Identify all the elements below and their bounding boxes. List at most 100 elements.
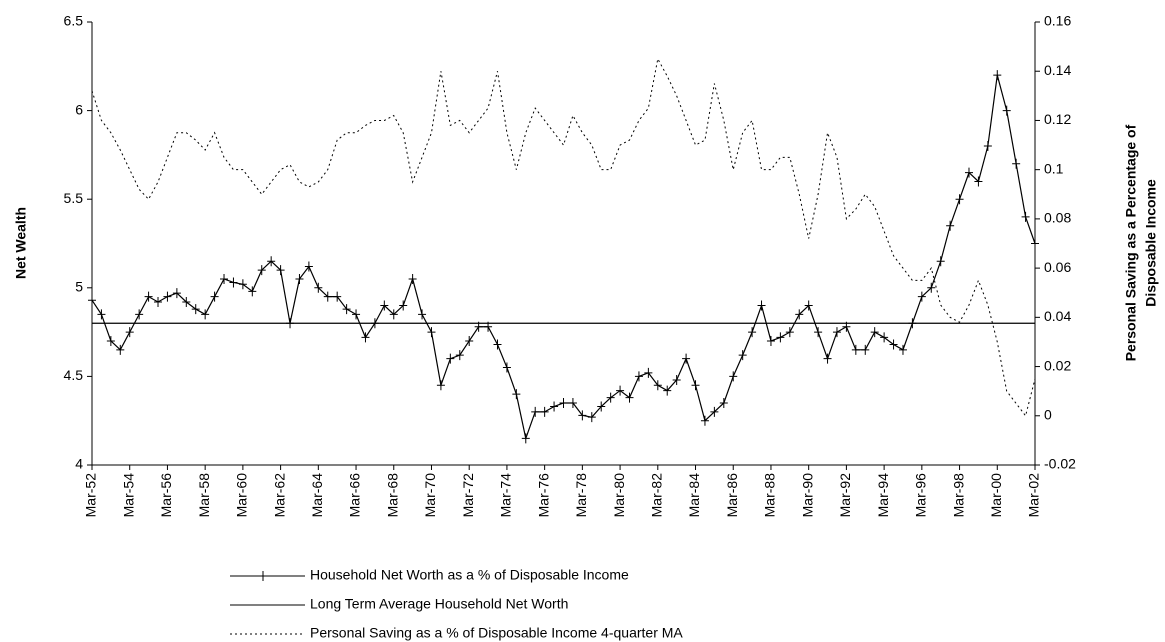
marker xyxy=(502,362,511,373)
marker xyxy=(1031,238,1039,249)
marker xyxy=(144,291,153,302)
marker xyxy=(493,339,502,350)
x-tick-label: Mar-66 xyxy=(347,473,363,518)
marker xyxy=(418,309,427,320)
y-axis-title: Net Wealth xyxy=(13,207,29,279)
marker xyxy=(616,385,625,396)
x-tick-label: Mar-84 xyxy=(686,473,702,518)
marker xyxy=(550,401,559,412)
marker xyxy=(229,277,238,288)
marker xyxy=(691,380,700,391)
y2-tick-label: 0.06 xyxy=(1044,259,1071,275)
y2-axis-title: Personal Saving as a Percentage of xyxy=(1123,124,1139,361)
marker xyxy=(323,291,332,302)
marker xyxy=(625,392,634,403)
marker xyxy=(710,406,719,417)
x-tick-label: Mar-68 xyxy=(384,473,400,518)
marker xyxy=(927,282,936,293)
y-tick-label: 6.5 xyxy=(64,13,84,29)
y-tick-label: 5 xyxy=(75,279,83,295)
marker xyxy=(540,406,549,417)
marker xyxy=(983,141,992,152)
marker xyxy=(408,273,417,284)
marker xyxy=(333,291,342,302)
marker xyxy=(946,220,955,231)
x-tick-label: Mar-86 xyxy=(724,473,740,518)
marker xyxy=(304,261,313,272)
x-tick-label: Mar-52 xyxy=(83,473,99,518)
marker xyxy=(257,265,266,276)
marker xyxy=(220,273,229,284)
x-tick-label: Mar-56 xyxy=(158,473,174,518)
marker xyxy=(210,291,219,302)
marker xyxy=(823,353,832,364)
y2-axis-title: Disposable Income xyxy=(1143,179,1159,307)
marker xyxy=(851,344,860,355)
marker xyxy=(163,291,172,302)
y2-tick-label: 0.14 xyxy=(1044,62,1071,78)
marker xyxy=(295,273,304,284)
marker xyxy=(125,327,134,338)
x-tick-label: Mar-82 xyxy=(649,473,665,518)
x-tick-label: Mar-90 xyxy=(799,473,815,518)
x-tick-label: Mar-98 xyxy=(950,473,966,518)
marker xyxy=(738,350,747,361)
marker xyxy=(97,309,106,320)
y2-tick-label: -0.02 xyxy=(1044,456,1076,472)
marker xyxy=(1012,158,1021,169)
y-tick-label: 6 xyxy=(75,101,83,117)
y2-tick-label: 0 xyxy=(1044,406,1052,422)
marker xyxy=(993,70,1002,81)
marker xyxy=(182,296,191,307)
y2-tick-label: 0.1 xyxy=(1044,160,1064,176)
x-tick-label: Mar-88 xyxy=(762,473,778,518)
x-tick-label: Mar-02 xyxy=(1026,473,1042,518)
marker xyxy=(785,327,794,338)
marker xyxy=(719,397,728,408)
y2-tick-label: 0.08 xyxy=(1044,210,1071,226)
marker xyxy=(342,304,351,315)
marker xyxy=(88,295,96,306)
marker xyxy=(1002,105,1011,116)
marker xyxy=(446,353,455,364)
marker xyxy=(776,332,785,343)
x-tick-label: Mar-92 xyxy=(837,473,853,518)
x-tick-label: Mar-58 xyxy=(196,473,212,518)
marker xyxy=(898,344,907,355)
legend-label: Long Term Average Household Net Worth xyxy=(310,596,568,612)
marker xyxy=(314,282,323,293)
marker xyxy=(964,167,973,178)
marker xyxy=(248,286,257,297)
y2-tick-label: 0.12 xyxy=(1044,111,1071,127)
marker xyxy=(606,392,615,403)
marker xyxy=(955,194,964,205)
marker xyxy=(861,344,870,355)
series-line xyxy=(91,75,1036,441)
x-tick-label: Mar-80 xyxy=(611,473,627,518)
marker xyxy=(154,296,163,307)
marker xyxy=(531,406,540,417)
marker xyxy=(267,256,276,267)
marker xyxy=(455,350,464,361)
marker xyxy=(880,332,889,343)
marker xyxy=(559,397,568,408)
marker xyxy=(191,304,200,315)
marker xyxy=(521,433,530,444)
legend-label: Household Net Worth as a % of Disposable… xyxy=(310,567,629,583)
y2-tick-label: 0.02 xyxy=(1044,357,1071,373)
marker xyxy=(512,389,521,400)
marker xyxy=(644,367,653,378)
marker xyxy=(116,344,125,355)
marker xyxy=(700,415,709,426)
marker xyxy=(361,332,370,343)
x-tick-label: Mar-00 xyxy=(988,473,1004,518)
series-line xyxy=(91,57,1036,417)
marker xyxy=(653,380,662,391)
marker xyxy=(917,291,926,302)
marker xyxy=(276,265,285,276)
marker xyxy=(870,327,879,338)
marker xyxy=(436,380,445,391)
marker xyxy=(380,300,389,311)
y-tick-label: 4 xyxy=(75,456,83,472)
marker xyxy=(974,176,983,187)
